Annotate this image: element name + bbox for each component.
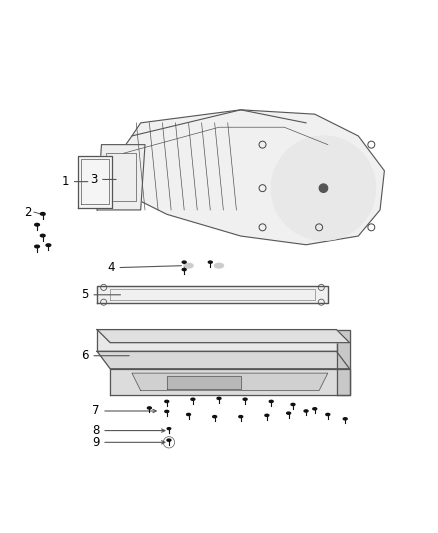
Ellipse shape xyxy=(343,418,347,420)
Ellipse shape xyxy=(40,213,45,215)
Polygon shape xyxy=(93,110,385,245)
Text: 2: 2 xyxy=(25,206,32,219)
Ellipse shape xyxy=(326,414,330,416)
Ellipse shape xyxy=(35,223,39,226)
Polygon shape xyxy=(97,286,328,303)
Text: 8: 8 xyxy=(92,424,165,437)
Text: 5: 5 xyxy=(81,288,120,301)
Ellipse shape xyxy=(313,408,317,410)
Circle shape xyxy=(319,184,328,192)
Ellipse shape xyxy=(167,427,171,430)
Text: 9: 9 xyxy=(92,436,165,449)
Polygon shape xyxy=(97,329,350,343)
Ellipse shape xyxy=(217,397,221,399)
Ellipse shape xyxy=(265,414,269,416)
Ellipse shape xyxy=(208,261,212,263)
Polygon shape xyxy=(78,156,113,208)
Ellipse shape xyxy=(167,439,171,441)
Ellipse shape xyxy=(304,410,308,412)
Polygon shape xyxy=(132,373,328,391)
Polygon shape xyxy=(97,351,350,369)
Polygon shape xyxy=(97,329,336,351)
Ellipse shape xyxy=(191,398,195,400)
Ellipse shape xyxy=(243,398,247,400)
Ellipse shape xyxy=(239,416,243,418)
Ellipse shape xyxy=(184,263,193,268)
Polygon shape xyxy=(336,329,350,395)
Ellipse shape xyxy=(213,416,217,418)
Ellipse shape xyxy=(182,269,186,271)
Ellipse shape xyxy=(148,407,151,409)
Ellipse shape xyxy=(291,403,295,406)
Ellipse shape xyxy=(287,412,290,414)
Ellipse shape xyxy=(269,400,273,402)
Ellipse shape xyxy=(182,261,186,263)
Ellipse shape xyxy=(214,263,224,268)
Ellipse shape xyxy=(35,245,39,248)
Polygon shape xyxy=(110,369,350,395)
Text: 4: 4 xyxy=(107,261,181,274)
Ellipse shape xyxy=(165,400,169,402)
Ellipse shape xyxy=(165,410,169,413)
Polygon shape xyxy=(167,376,241,389)
Ellipse shape xyxy=(46,244,51,246)
Text: 7: 7 xyxy=(92,405,156,417)
Polygon shape xyxy=(97,144,145,210)
Circle shape xyxy=(271,136,376,240)
Ellipse shape xyxy=(187,414,191,416)
Text: 3: 3 xyxy=(90,173,116,186)
Text: 6: 6 xyxy=(81,349,129,362)
Ellipse shape xyxy=(40,235,45,237)
Text: 1: 1 xyxy=(61,175,88,188)
